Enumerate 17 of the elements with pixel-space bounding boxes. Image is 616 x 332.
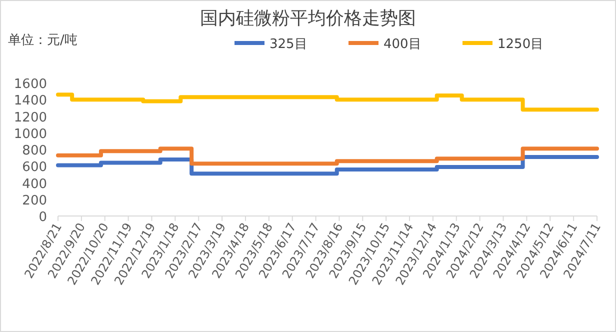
ytick: 600 bbox=[22, 160, 47, 176]
ytick: 1400 bbox=[14, 94, 47, 109]
legend-item: 1250目 bbox=[462, 37, 544, 52]
ytick: 1600 bbox=[14, 77, 47, 92]
annotation: 单位：元/吨 bbox=[8, 33, 78, 48]
legend-label: 1250目 bbox=[498, 37, 544, 52]
legend-item: 325目 bbox=[234, 37, 308, 52]
legend-item: 400目 bbox=[348, 37, 422, 52]
title: 国内硅微粉平均价格走势图 bbox=[200, 8, 416, 29]
ytick: 200 bbox=[22, 193, 47, 208]
ytick: 400 bbox=[22, 176, 47, 192]
ytick: 800 bbox=[22, 144, 47, 158]
ytick: 0 bbox=[38, 210, 47, 225]
legend-label: 325目 bbox=[270, 37, 308, 52]
ytick: 1200 bbox=[14, 110, 47, 126]
legend-label: 400目 bbox=[384, 37, 422, 52]
ytick: 1000 bbox=[14, 126, 47, 142]
